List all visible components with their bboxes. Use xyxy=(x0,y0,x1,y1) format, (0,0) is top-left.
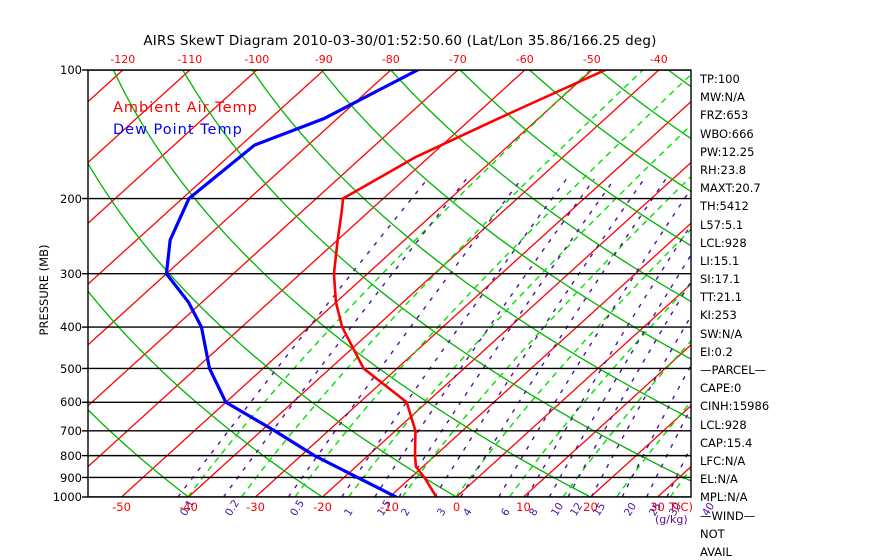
pressure-tick: 1000 xyxy=(52,490,82,504)
stat-row: CAP:15.4 xyxy=(700,435,753,450)
stat-row: MAXT:20.7 xyxy=(700,181,761,196)
stat-row: —WIND— xyxy=(700,508,756,523)
pressure-tick: 100 xyxy=(60,63,82,77)
legend-dew-point-temp: Dew Point Temp xyxy=(113,122,243,138)
top-temp-tick: -120 xyxy=(110,53,136,66)
mixing-ratio-lines xyxy=(177,178,691,497)
bottom-temp-tick: 0 xyxy=(452,500,461,514)
top-temp-tick: -70 xyxy=(448,53,467,66)
stat-row: MW:N/A xyxy=(700,90,745,105)
top-temp-tick: -60 xyxy=(515,53,534,66)
grid-lines-group xyxy=(88,70,691,497)
pressure-tick: 600 xyxy=(60,395,82,410)
dew-point-curve xyxy=(164,70,420,497)
pressure-tick: 400 xyxy=(60,320,82,335)
stat-row: KI:253 xyxy=(700,308,737,323)
pressure-tick: 900 xyxy=(60,470,82,485)
stat-row: L57:5.1 xyxy=(700,217,744,232)
stat-row: CAPE:0 xyxy=(700,381,742,396)
pressure-tick: 800 xyxy=(60,448,82,463)
pressure-axis-title: PRESSURE (MB) xyxy=(37,244,51,336)
top-temp-tick: -110 xyxy=(177,53,203,66)
isotherm-lines xyxy=(88,70,691,497)
bottom-temp-tick: 30 xyxy=(650,500,665,514)
stat-row: AVAIL xyxy=(700,544,732,559)
temperature-unit-label: T(C) xyxy=(669,500,694,514)
bottom-temp-tick: 10 xyxy=(516,500,531,514)
stat-row: PW:12.25 xyxy=(700,144,755,159)
bottom-temp-tick: -40 xyxy=(179,500,198,514)
stat-row: TH:5412 xyxy=(700,199,749,214)
page-title: AIRS SkewT Diagram 2010-03-30/01:52:50.6… xyxy=(143,33,657,49)
stat-row: WBO:666 xyxy=(700,126,754,141)
top-temp-tick: -100 xyxy=(244,53,270,66)
axis-tick-marks xyxy=(82,69,88,498)
bottom-temp-tick: 20 xyxy=(583,500,598,514)
stat-row: MPL:N/A xyxy=(700,490,748,505)
top-temp-tick: -90 xyxy=(314,53,333,66)
bottom-temp-tick: -10 xyxy=(380,500,399,514)
bottom-temp-tick: -20 xyxy=(313,500,332,514)
stat-row: SI:17.1 xyxy=(700,272,741,287)
stat-row: SW:N/A xyxy=(700,326,743,341)
bottom-temp-tick: -30 xyxy=(246,500,265,514)
plot-frame xyxy=(87,69,692,498)
profile-curves-group xyxy=(164,70,607,497)
stat-row: NOT xyxy=(700,526,725,541)
stat-row: LFC:N/A xyxy=(700,453,746,468)
stat-row: —PARCEL— xyxy=(700,363,767,377)
pressure-tick: 300 xyxy=(60,266,82,281)
top-temp-tick: -40 xyxy=(649,53,668,66)
pressure-tick: 200 xyxy=(60,191,82,206)
stat-row: EI:0.2 xyxy=(700,344,733,359)
bottom-temp-tick: -50 xyxy=(112,500,131,514)
ambient-temp-curve xyxy=(332,70,607,497)
pressure-tick: 500 xyxy=(60,361,82,376)
top-temp-tick: -80 xyxy=(381,53,400,66)
stat-row: RH:23.8 xyxy=(700,162,747,177)
stat-row: LCL:928 xyxy=(700,235,747,250)
pressure-tick: 700 xyxy=(60,423,82,438)
legend-ambient-air-temp: Ambient Air Temp xyxy=(113,100,258,116)
mixing-ratio-unit-label: (g/kg) xyxy=(655,513,688,526)
stat-row: CINH:15986 xyxy=(700,399,770,414)
top-temp-tick: -50 xyxy=(582,53,601,66)
statistics-panel: TP:100 MW:N/A FRZ:653 WBO:666 PW:12.25 RH:23.… xyxy=(700,70,865,560)
stat-row: FRZ:653 xyxy=(700,108,749,123)
stat-row: LCL:928 xyxy=(700,417,747,432)
stat-row: TP:100 xyxy=(700,72,740,86)
stat-row: TT:21.1 xyxy=(700,290,743,305)
stat-row: EL:N/A xyxy=(700,472,738,487)
stat-row: LI:15.1 xyxy=(700,253,740,268)
